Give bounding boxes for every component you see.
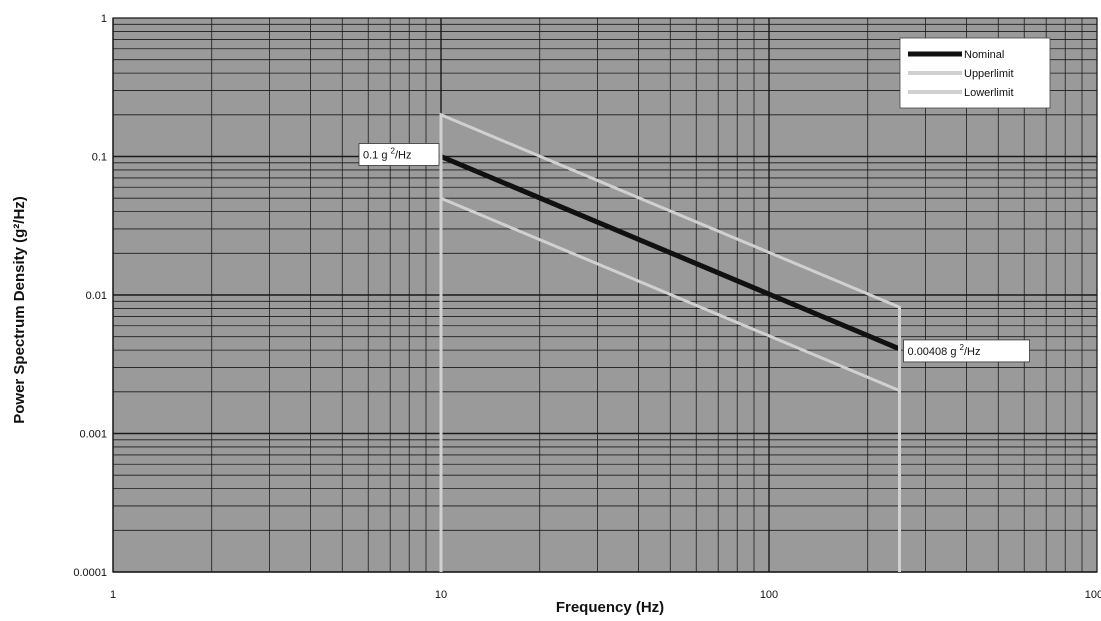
y-tick-label: 0.1 bbox=[92, 152, 107, 164]
x-axis-title: Frequency (Hz) bbox=[556, 599, 664, 616]
axes: Frequency (Hz) Power Spectrum Density (g… bbox=[11, 13, 1101, 616]
y-tick-label: 0.01 bbox=[86, 290, 107, 302]
y-tick-label: 0.001 bbox=[79, 429, 107, 441]
y-tick-label: 1 bbox=[101, 13, 107, 25]
lower-limit-line bbox=[440, 196, 901, 392]
legend-entry: Upperlimit bbox=[964, 68, 1014, 80]
legend-entry: Lowerlimit bbox=[964, 87, 1014, 99]
x-tick-label: 10 bbox=[435, 589, 447, 601]
x-tick-label: 1 bbox=[110, 589, 116, 601]
annotations: 0.1 g 2/Hz 0.00408 g 2/Hz bbox=[358, 143, 1030, 363]
y-axis-title: Power Spectrum Density (g²/Hz) bbox=[11, 196, 28, 424]
x-tick-label: 100 bbox=[760, 589, 778, 601]
legend-box bbox=[899, 37, 1051, 109]
annotation-box bbox=[903, 339, 1030, 363]
series-group bbox=[439, 112, 901, 572]
upper-limit-line bbox=[439, 112, 901, 572]
legend: Nominal Upperlimit Lowerlimit bbox=[899, 37, 1051, 109]
annotation-start: 0.1 g 2/Hz bbox=[358, 143, 440, 166]
nominal-line bbox=[440, 154, 901, 352]
legend-entry: Nominal bbox=[964, 49, 1004, 61]
annotation-label: 0.00408 g 2/Hz bbox=[908, 343, 981, 358]
annotation-label: 0.1 g 2/Hz bbox=[363, 147, 411, 162]
annotation-end: 0.00408 g 2/Hz bbox=[903, 339, 1030, 363]
y-tick-label: 0.0001 bbox=[73, 567, 107, 579]
x-tick-label: 1000 bbox=[1085, 589, 1101, 601]
annotation-box bbox=[358, 143, 440, 166]
